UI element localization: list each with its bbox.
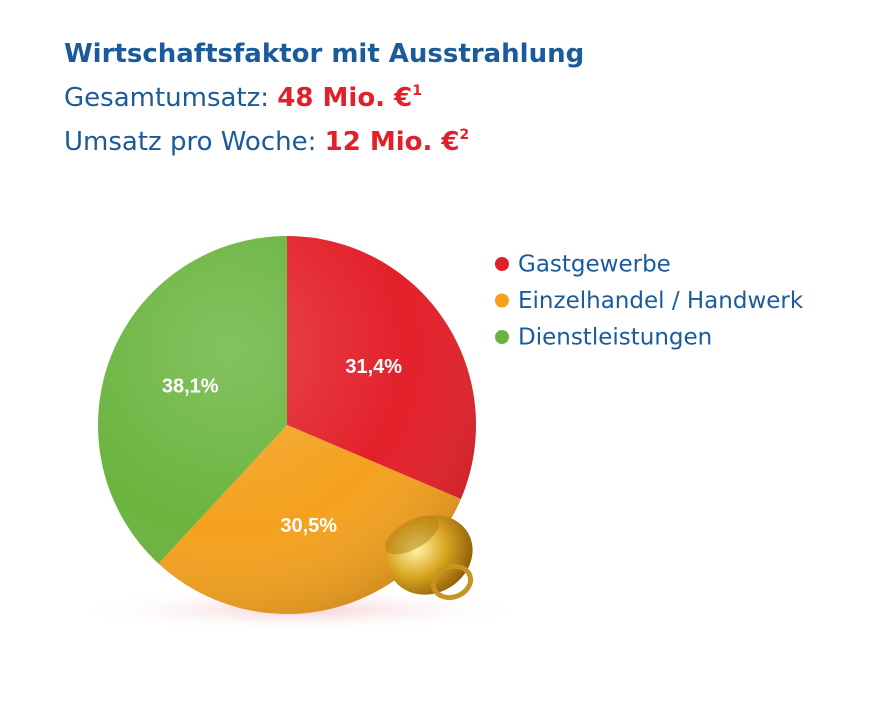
subtitle: Gesamtumsatz: 48 Mio. €1 (64, 83, 422, 113)
footnote-mark: 1 (412, 83, 422, 99)
subtitle-value: 48 Mio. € (277, 83, 412, 113)
legend-label: Einzelhandel / Handwerk (518, 288, 804, 314)
value-label: 38,1% (162, 375, 219, 397)
ornament-cap (385, 515, 474, 601)
footnote-mark: 2 (460, 127, 470, 143)
subtitle-label: Gesamtumsatz: (64, 83, 269, 113)
legend-marker (495, 293, 509, 308)
value-label: 31,4% (345, 356, 402, 378)
legend-marker (495, 330, 509, 344)
legend-label: Gastgewerbe (518, 252, 671, 278)
subtitle: Umsatz pro Woche: 12 Mio. €2 (64, 127, 469, 157)
legend-marker (495, 257, 509, 271)
legend-label: Dienstleistungen (518, 325, 712, 351)
subtitle-value: 12 Mio. € (325, 127, 460, 157)
chart-title: Wirtschaftsfaktor mit Ausstrahlung (64, 39, 584, 69)
value-label: 30,5% (280, 515, 337, 537)
subtitle-label: Umsatz pro Woche: (64, 127, 316, 157)
